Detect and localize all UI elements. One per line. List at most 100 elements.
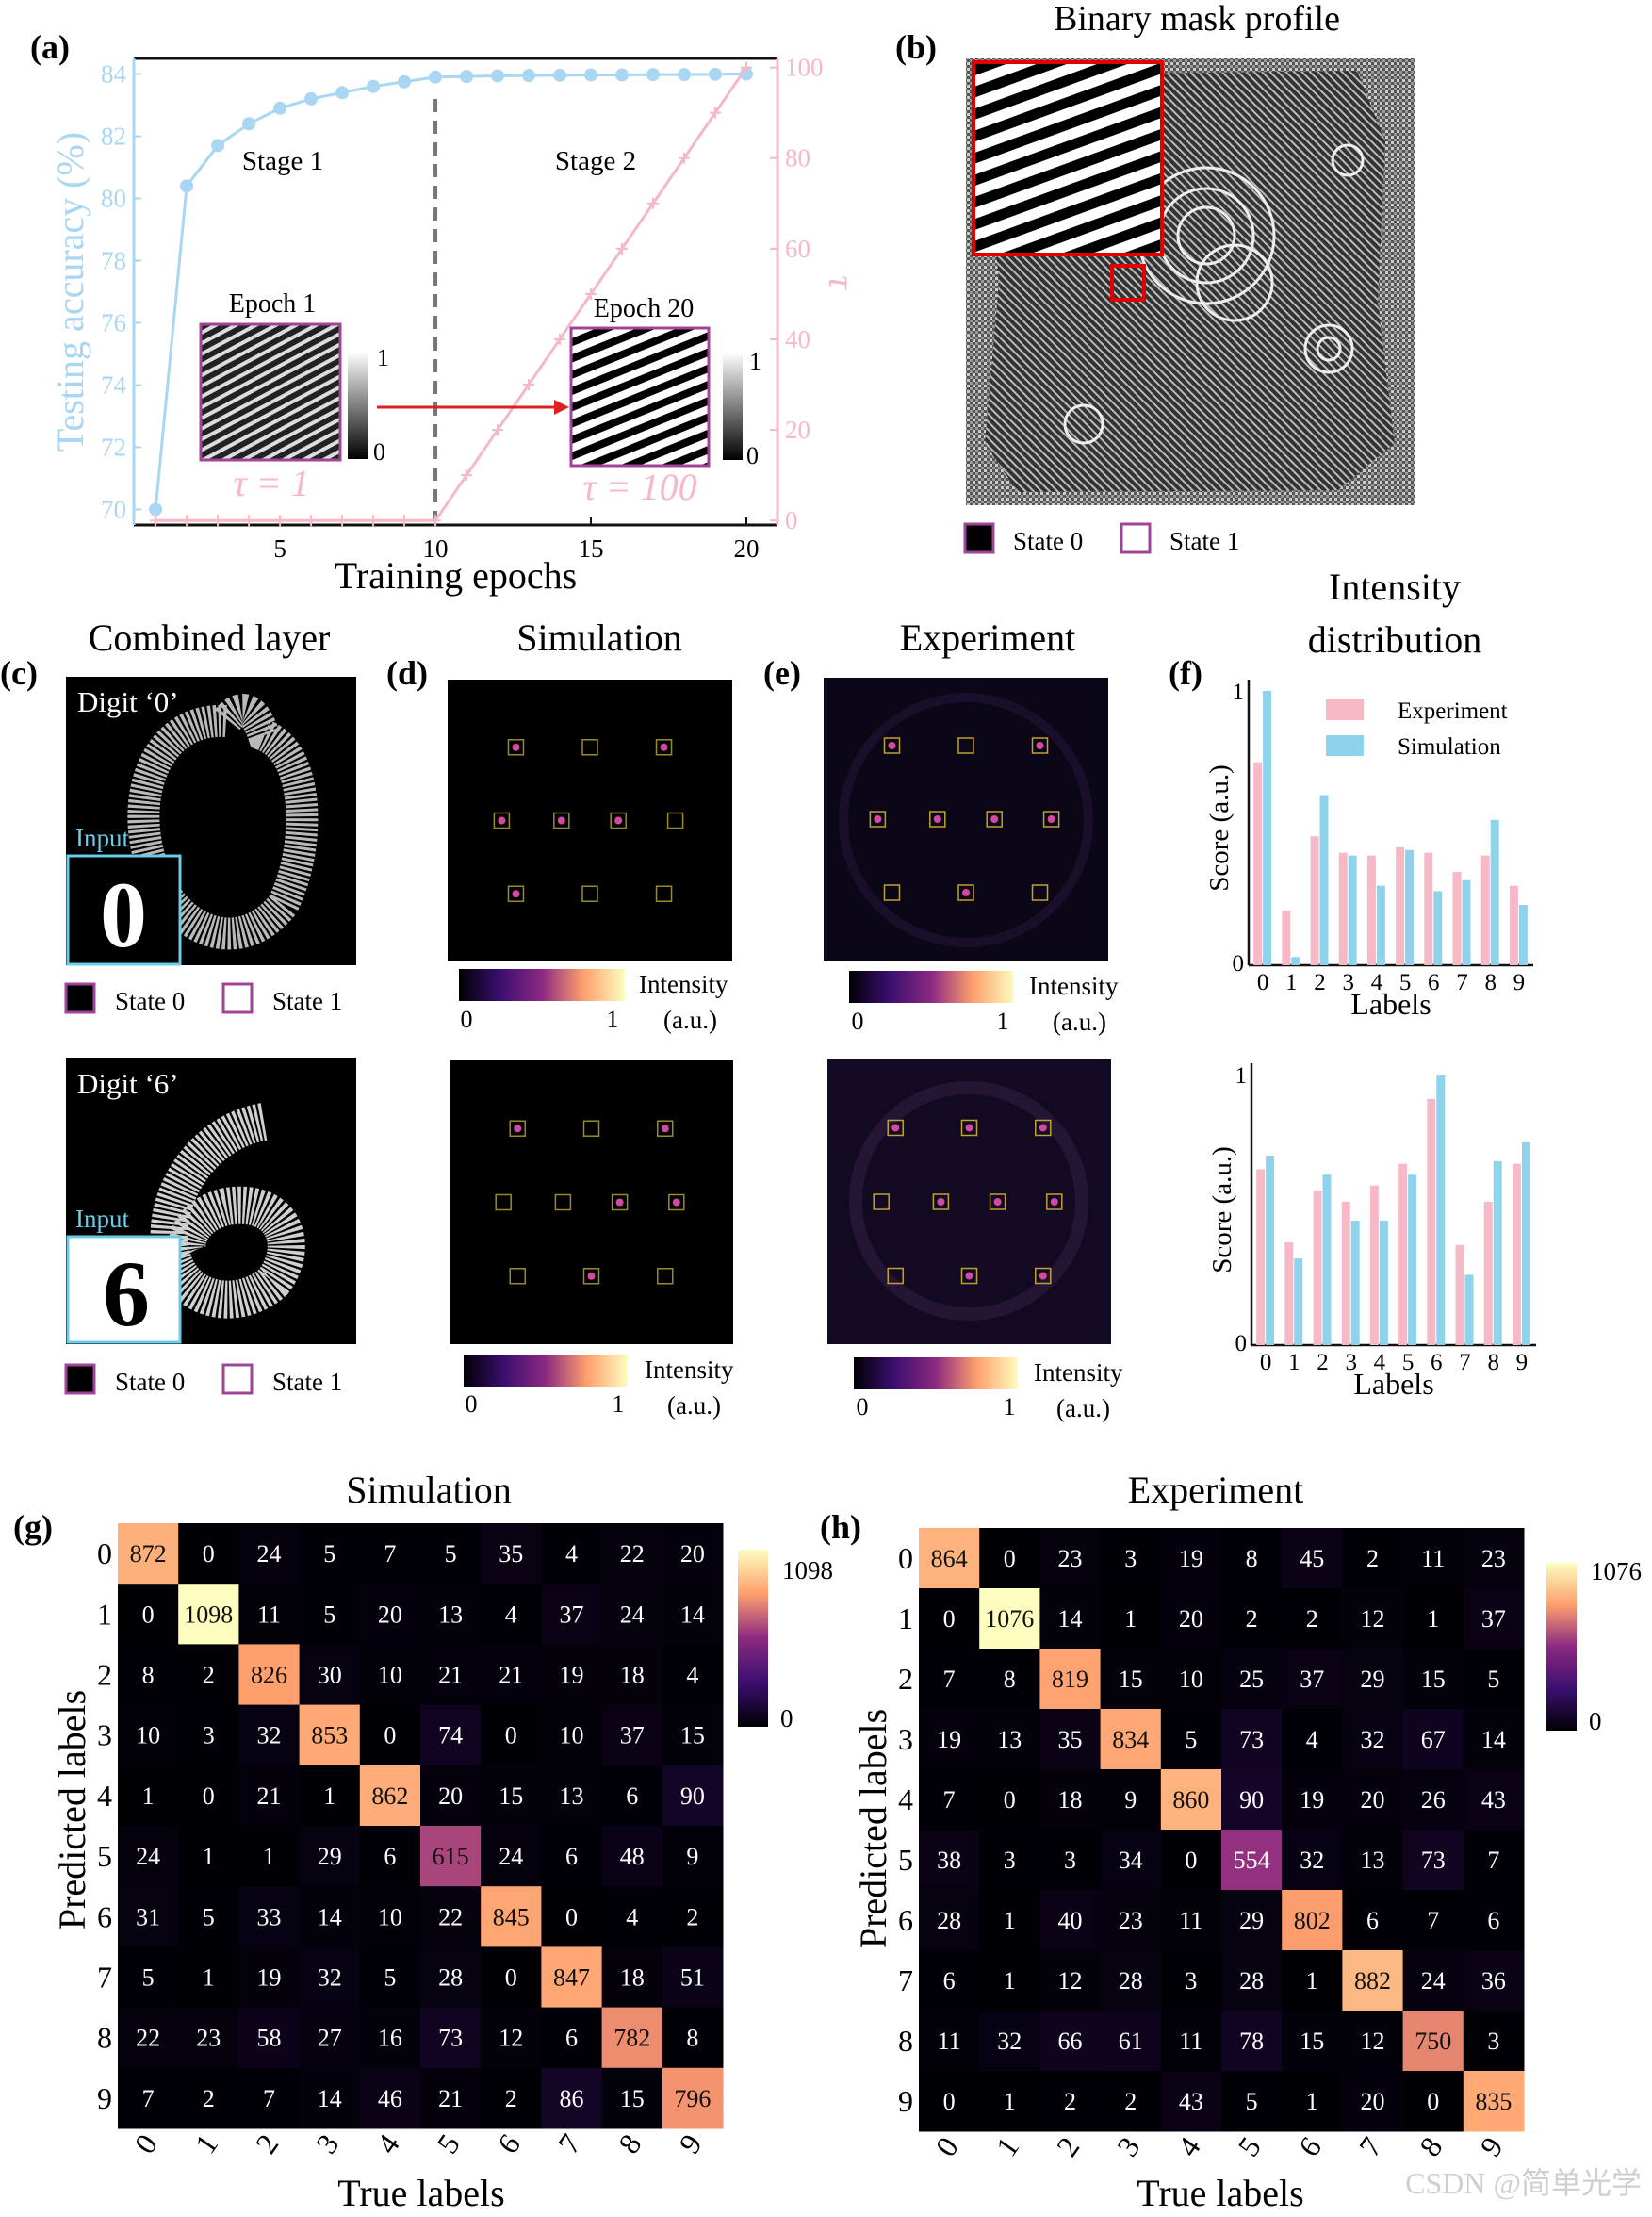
heatmap-cell [919,1528,980,1589]
heatmap-cell-value: 6 [1366,1907,1379,1934]
heatmap-cell-value: 10 [136,1722,160,1749]
heatmap-cell-value: 15 [680,1722,705,1749]
epoch20-cbar-bottom: 0 [746,442,759,469]
detector-box [932,1193,950,1210]
e-top-colorbar [849,971,1014,1003]
d-top-cbar-label2: (a.u.) [663,1006,717,1034]
heatmap-cell-value: 1 [1124,1605,1137,1633]
heatmap-cell [481,1644,542,1706]
heatmap-cell [1039,2011,1102,2072]
heatmap-cell [359,1946,421,2009]
heatmap-cell-value: 819 [1052,1666,1088,1693]
heatmap-cell [662,2067,724,2129]
simulation-bar [1464,1274,1474,1345]
a-xtick-label: 5 [273,534,286,563]
simulation-bar [1266,1156,1275,1345]
heatmap-cell [1402,1950,1464,2012]
heatmap-cell-value: 5 [323,1540,335,1568]
detector-box [666,812,684,829]
f-xlabel: Labels [1353,1367,1433,1401]
accuracy-point [211,139,225,153]
heatmap-cell [178,1886,239,1947]
heatmap-cell-value: 6 [384,1843,396,1870]
heatmap-cell [359,1523,421,1585]
heatmap-cell-value: 9 [1124,1786,1137,1814]
heatmap-cell [118,1886,179,1947]
heatmap-cell-value: 2 [1306,1605,1318,1633]
heatmap-cell [919,1830,980,1891]
detector-spot [514,1125,522,1133]
heatmap-col-label: 3 [1110,2130,1147,2162]
detector-box [1046,1193,1063,1210]
accuracy-point [429,70,443,84]
heatmap-cell-value: 3 [1064,1847,1076,1874]
heatmap-cell-value: 33 [257,1903,282,1930]
f-ytick-top: 1 [1235,1063,1248,1089]
exp-detectors-digit0 [869,737,1060,901]
c-legend-state1-swatch [221,982,254,1014]
heatmap-cell [359,2007,421,2069]
sim-detectors-digit0 [493,739,684,902]
f-xlabel: Labels [1350,987,1431,1021]
simulation-bar [1521,1141,1530,1345]
heatmap-cell-value: 36 [1481,1967,1506,1995]
h-colorbar [1546,1563,1577,1731]
heatmap-col-label: 9 [1473,2130,1510,2162]
experiment-bar [1480,855,1490,965]
f-xtick-label: 3 [1345,1350,1357,1375]
detector-spot [1039,1124,1047,1132]
f-ylabel: Score (a.u.) [1207,1146,1237,1273]
panel-letter-b: (b) [895,28,937,66]
heatmap-cell-value: 61 [1119,2028,1143,2055]
detector-box [883,737,901,754]
heatmap-col-label: 7 [551,2127,588,2160]
detector-box [611,1193,629,1211]
sim-detectors-digit6 [495,1120,685,1285]
heatmap-cell [1463,2011,1525,2072]
heatmap-cell-value: 23 [1058,1545,1083,1572]
confusion-matrix-experiment: 864 0 23 3 19 8 45 2 11 230 1076 14 1 20 2 2 12 1 377 8 819 1… [898,1528,1525,2162]
heatmap-cell [979,1709,1040,1770]
a-ytick-right-label: 0 [785,506,798,534]
epoch1-label: Epoch 1 [229,289,317,319]
heatmap-cell [1039,1709,1102,1770]
heatmap-cell-value: 782 [613,2025,650,2052]
heatmap-cell-value: 864 [931,1545,968,1572]
heatmap-cell-value: 28 [1239,1967,1264,1995]
heatmap-cell-value: 2 [203,1662,215,1689]
heatmap-cell [481,2007,542,2069]
legend-state0-label: State 0 [1013,527,1083,555]
detector-spot [1047,815,1055,823]
heatmap-cell [919,2011,980,2072]
detector-spot [512,890,520,898]
heatmap-cell [178,1584,239,1645]
sim-output-digit6 [450,1060,733,1344]
e-bot-cbar-label2: (a.u.) [1056,1394,1110,1422]
heatmap-cell-value: 23 [196,2025,221,2052]
heatmap-cell-value: 86 [560,2085,584,2112]
heatmap-cell-value: 15 [1421,1666,1446,1693]
d-top-cbar-min: 0 [461,1006,473,1033]
accuracy-point [304,91,319,106]
accuracy-point [367,79,381,93]
heatmap-cell [1221,2011,1283,2072]
digit6-input-inset [66,1235,182,1344]
panel-c-title: Combined layer [89,616,331,659]
e-top-cbar-label1: Intensity [1029,972,1119,1000]
legend-experiment-swatch [1326,699,1364,720]
heatmap-cell-value: 20 [438,1782,463,1810]
heatmap-col-label: 8 [1413,2130,1449,2162]
experiment-bar [1310,836,1319,965]
heatmap-cell [1100,1769,1162,1831]
heatmap-cell-value: 6 [565,1843,578,1870]
experiment-bar [1256,1169,1266,1345]
heatmap-cell-value: 23 [1481,1545,1506,1572]
tau100-label: τ = 100 [582,466,696,508]
heatmap-cell [299,1826,361,1887]
heatmap-cell-value: 29 [318,1843,342,1870]
experiment-bar [1396,846,1405,965]
accuracy-point [646,68,661,82]
heatmap-cell-value: 20 [1361,2088,1385,2115]
heatmap-cell [662,2007,724,2069]
detector-box [887,1267,904,1285]
